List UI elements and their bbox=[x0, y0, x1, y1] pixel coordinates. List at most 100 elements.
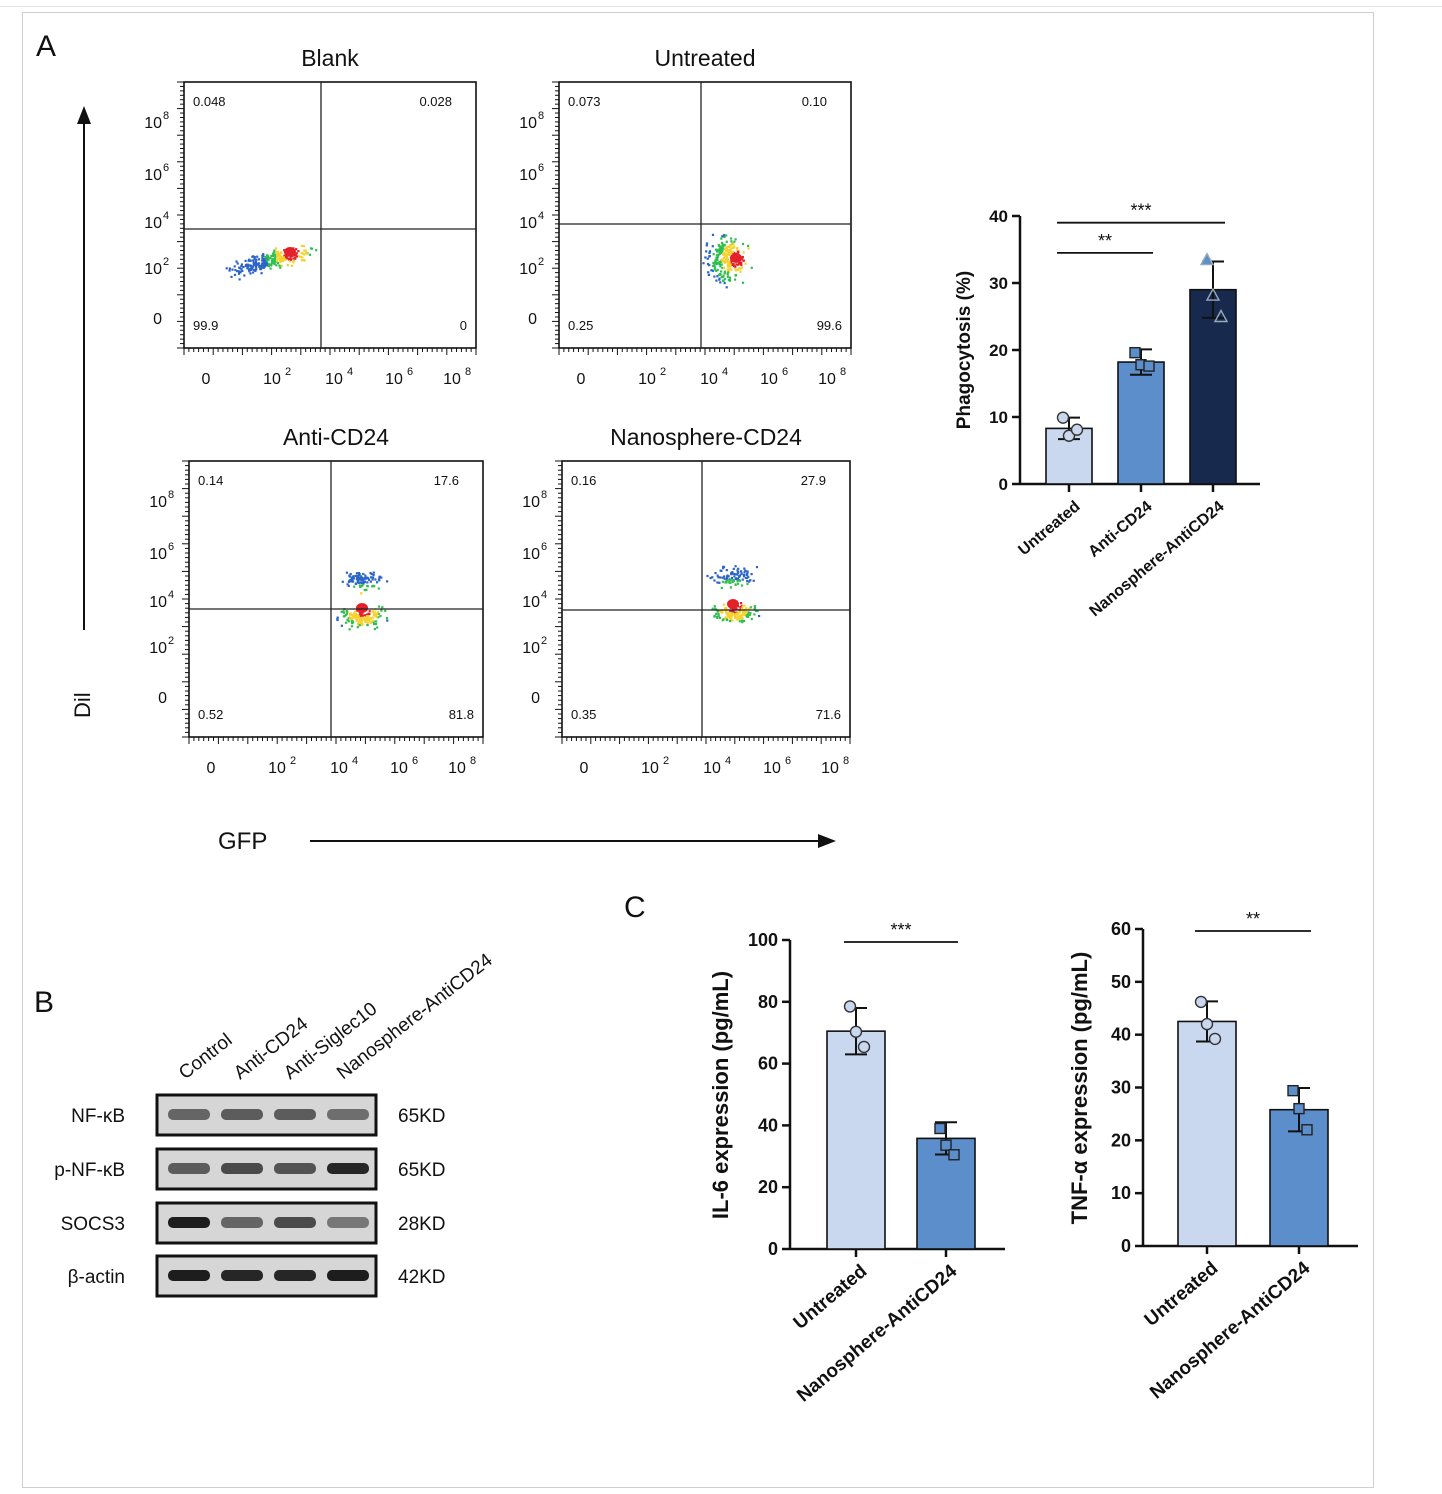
flow-event bbox=[265, 264, 269, 267]
flow-event bbox=[300, 251, 303, 255]
flow-event bbox=[362, 618, 365, 621]
flow-event bbox=[274, 255, 277, 258]
flow-event bbox=[347, 617, 350, 620]
flow-event bbox=[362, 581, 365, 585]
flow-event bbox=[716, 250, 719, 253]
flow-event bbox=[743, 611, 746, 614]
panel-label-c: C bbox=[624, 891, 646, 924]
flow-y-tick-label: 10 bbox=[519, 215, 537, 232]
flow-event bbox=[376, 611, 379, 614]
flow-event bbox=[386, 580, 389, 583]
flow-event bbox=[254, 265, 257, 268]
flow-event bbox=[362, 572, 365, 576]
flow-event bbox=[733, 615, 737, 618]
flow-event bbox=[711, 607, 714, 610]
flow-event bbox=[718, 251, 721, 254]
flow-event bbox=[743, 571, 746, 574]
flow-x-tick-label: 0 bbox=[202, 371, 211, 388]
flow-x-axis-arrow bbox=[310, 834, 836, 848]
flow-event bbox=[739, 261, 742, 264]
flow-event bbox=[372, 613, 375, 616]
flow-event bbox=[727, 262, 730, 265]
flow-event bbox=[726, 268, 729, 271]
flow-event bbox=[722, 256, 725, 260]
flow-event bbox=[269, 257, 272, 260]
chart-y-tick-label: 10 bbox=[989, 408, 1008, 427]
flow-event bbox=[345, 610, 348, 613]
flow-event bbox=[725, 234, 728, 237]
flow-event bbox=[350, 619, 353, 622]
flow-event bbox=[728, 276, 732, 279]
flow-event bbox=[713, 579, 716, 582]
flow-event bbox=[758, 614, 761, 618]
flow-event bbox=[359, 614, 362, 617]
flow-event bbox=[753, 613, 756, 616]
flow-event bbox=[274, 257, 277, 260]
flow-event bbox=[737, 567, 740, 570]
flow-event bbox=[386, 619, 389, 622]
flow-event bbox=[734, 274, 738, 277]
flow-event bbox=[715, 615, 719, 618]
flow-event bbox=[726, 250, 729, 253]
flow-event bbox=[360, 621, 363, 624]
flow-y-tick-exponent: 2 bbox=[541, 635, 547, 647]
flow-event bbox=[353, 615, 356, 618]
flow-event bbox=[707, 271, 710, 274]
flow-scatter-cloud bbox=[706, 565, 761, 624]
flow-event bbox=[716, 249, 719, 252]
flow-event bbox=[272, 254, 275, 257]
flow-event bbox=[728, 261, 731, 264]
western-band bbox=[168, 1270, 210, 1281]
flow-event bbox=[258, 265, 261, 268]
flow-event bbox=[728, 278, 731, 281]
flow-event bbox=[717, 615, 720, 618]
flow-event bbox=[225, 267, 228, 270]
flow-y-tick-label: 0 bbox=[528, 311, 537, 328]
flow-event bbox=[364, 618, 367, 621]
flow-event bbox=[367, 612, 370, 615]
flow-event bbox=[364, 620, 367, 623]
flow-event bbox=[270, 262, 274, 265]
flow-y-tick-label: 0 bbox=[153, 311, 162, 328]
flow-event bbox=[723, 575, 726, 578]
flow-event bbox=[241, 269, 244, 272]
flow-event bbox=[745, 611, 748, 614]
flow-event bbox=[354, 610, 357, 613]
flow-event bbox=[725, 579, 728, 582]
flow-event bbox=[357, 622, 360, 625]
flow-y-tick-exponent: 6 bbox=[538, 162, 544, 174]
flow-event bbox=[736, 246, 739, 250]
flow-event bbox=[728, 245, 731, 248]
flow-event bbox=[738, 575, 741, 578]
flow-y-tick-label: 10 bbox=[149, 546, 167, 563]
chart-bar bbox=[1177, 1020, 1237, 1247]
flow-event bbox=[363, 589, 366, 592]
flow-event bbox=[363, 614, 367, 617]
flow-event bbox=[705, 244, 708, 247]
flow-event bbox=[228, 269, 231, 272]
flow-density-core bbox=[284, 247, 296, 257]
flow-event bbox=[300, 259, 303, 262]
flow-event bbox=[376, 626, 379, 629]
flow-event bbox=[357, 580, 360, 583]
flow-event bbox=[708, 255, 711, 258]
flow-event bbox=[248, 270, 251, 273]
chart-category-label: Untreated bbox=[790, 1261, 871, 1334]
flow-event bbox=[729, 620, 732, 623]
flow-event bbox=[756, 610, 759, 613]
flow-event bbox=[742, 259, 745, 262]
flow-event bbox=[711, 245, 714, 248]
flow-event bbox=[363, 577, 366, 580]
flow-event bbox=[713, 268, 716, 271]
flow-event bbox=[726, 574, 729, 577]
flow-event bbox=[752, 579, 755, 582]
flow-quadrant-upper-left: 0.14 bbox=[198, 473, 223, 488]
flow-y-tick-label: 10 bbox=[144, 167, 162, 184]
flow-event bbox=[264, 256, 267, 259]
flow-event bbox=[720, 246, 723, 249]
flow-event bbox=[712, 261, 715, 264]
chart-y-tick-label: 0 bbox=[999, 475, 1008, 494]
flow-event bbox=[358, 578, 361, 581]
flow-event bbox=[726, 258, 729, 262]
flow-event bbox=[734, 238, 737, 241]
